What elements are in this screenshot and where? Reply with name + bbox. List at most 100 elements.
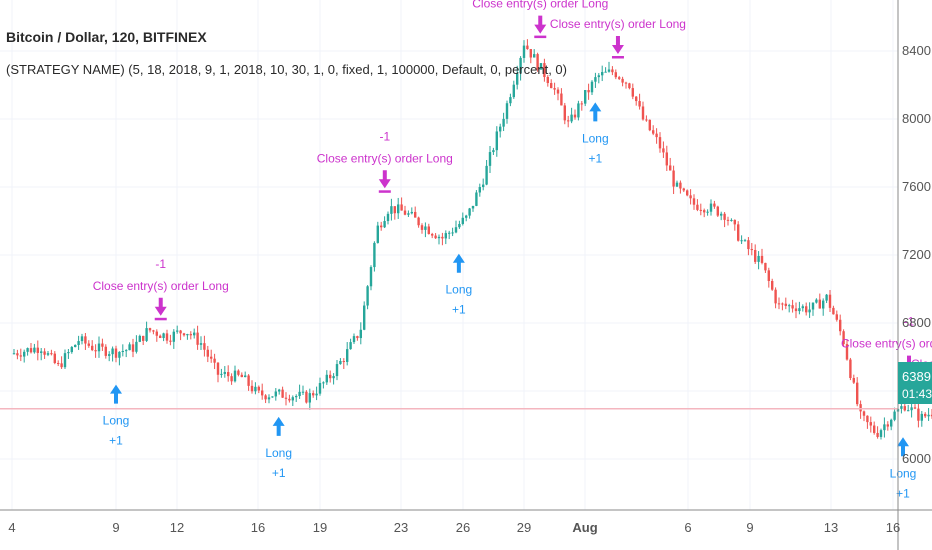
candle-body	[271, 396, 274, 398]
candle-body	[726, 219, 730, 221]
candle-body	[828, 294, 832, 308]
candle-body	[43, 351, 46, 355]
candle-body	[740, 240, 743, 242]
candle-body	[53, 353, 56, 364]
candle-body	[808, 309, 811, 313]
candle-body	[907, 410, 910, 412]
candle-body	[50, 353, 53, 355]
candle-body	[420, 225, 424, 230]
long-arrow-icon	[110, 384, 122, 404]
candle-body	[560, 93, 563, 106]
candle-body	[264, 395, 267, 400]
candle-body	[924, 413, 927, 417]
candle-body	[176, 330, 179, 332]
candle-body	[638, 101, 641, 107]
candle-body	[380, 225, 383, 228]
candle-body	[70, 347, 73, 353]
candle-body	[927, 414, 930, 417]
candle-body	[454, 227, 458, 233]
strategy-params: (STRATEGY NAME) (5, 18, 2018, 9, 1, 2018…	[6, 62, 567, 77]
candle-body	[689, 195, 692, 199]
candle-body	[774, 289, 777, 304]
candle-body	[760, 255, 764, 263]
candle-body	[686, 190, 689, 196]
candle-body	[393, 206, 396, 214]
candle-body	[784, 303, 787, 306]
y-tick-label: 7600.0	[902, 179, 932, 194]
candle-body	[261, 390, 264, 396]
long-qty: +1	[588, 151, 602, 165]
candle-body	[791, 305, 794, 309]
y-tick-label: 8400.0	[902, 43, 932, 58]
candle-body	[573, 114, 577, 118]
candle-body	[781, 303, 784, 305]
candle-body	[97, 343, 101, 352]
candle-body	[577, 103, 580, 118]
candle-body	[733, 219, 736, 225]
candle-body	[298, 391, 301, 397]
candle-body	[679, 182, 682, 189]
candle-body	[366, 286, 369, 306]
candle-body	[587, 90, 590, 93]
candle-body	[80, 336, 84, 342]
candle-body	[655, 133, 658, 138]
candle-body	[216, 362, 220, 375]
candle-body	[87, 343, 90, 346]
candle-body	[546, 77, 549, 84]
candle-body	[118, 351, 121, 358]
candle-body	[849, 359, 852, 379]
candle-body	[584, 90, 587, 104]
long-label: Long	[582, 131, 609, 145]
candle-body	[213, 358, 216, 363]
candle-body	[553, 88, 556, 90]
candle-body	[475, 192, 478, 206]
x-tick-label: 9	[746, 520, 753, 535]
candle-body	[529, 49, 532, 58]
candle-body	[815, 299, 818, 303]
candle-body	[199, 343, 203, 345]
candle-body	[325, 374, 328, 383]
candle-body	[267, 397, 271, 400]
x-tick-label: 4	[8, 520, 15, 535]
candle-body	[220, 373, 223, 375]
candle-body	[607, 69, 611, 72]
candle-body	[883, 424, 886, 431]
candle-body	[63, 353, 67, 368]
candle-body	[485, 165, 488, 185]
candle-body	[363, 305, 366, 330]
candle-body	[818, 299, 821, 309]
candle-body	[121, 350, 124, 352]
candle-body	[723, 213, 726, 220]
candle-body	[519, 57, 522, 74]
candle-body	[189, 334, 192, 336]
candle-body	[26, 348, 29, 352]
candle-body	[879, 430, 883, 437]
candle-body	[305, 391, 308, 403]
candle-body	[567, 120, 570, 122]
price-tags: 6389.6 01:43:05	[898, 362, 932, 404]
close-arrow-icon	[378, 170, 391, 189]
candle-body	[505, 103, 509, 119]
candle-body	[448, 232, 451, 234]
candle-body	[900, 406, 903, 409]
x-tick-label: 13	[824, 520, 838, 535]
candle-body	[890, 419, 893, 427]
candle-body	[193, 332, 196, 336]
candle-body	[60, 363, 63, 368]
candle-body	[635, 96, 638, 102]
candle-body	[33, 347, 36, 353]
close-marker	[378, 190, 391, 193]
candle-body	[84, 336, 87, 344]
x-tick-label: 12	[170, 520, 184, 535]
countdown-tag: 01:43:05	[902, 387, 932, 401]
candle-body	[145, 328, 148, 341]
candle-body	[539, 63, 543, 70]
candle-body	[206, 349, 209, 357]
x-tick-label: 16	[251, 520, 265, 535]
candle-body	[614, 72, 617, 78]
candle-body	[342, 361, 345, 363]
candle-body	[604, 71, 607, 73]
candle-body	[509, 97, 512, 104]
candle-body	[424, 226, 427, 230]
